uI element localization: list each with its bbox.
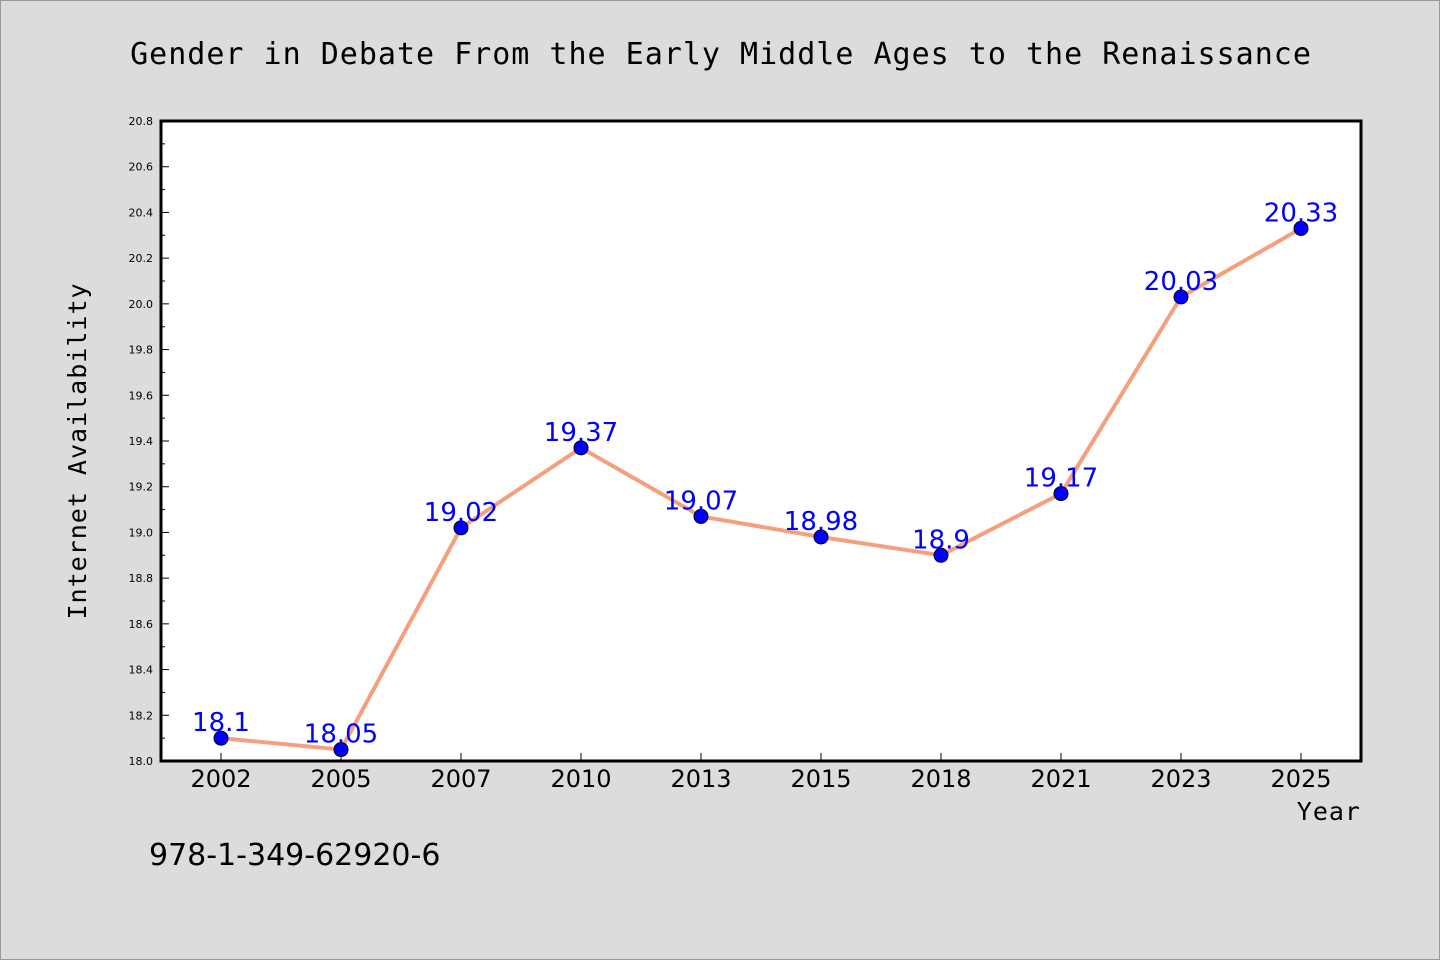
data-point xyxy=(933,547,949,563)
series-line-group xyxy=(220,226,1302,752)
y-tick-label: 19.4 xyxy=(129,435,154,448)
data-labels: 18.1 18.05 19.02 19.37 19.07 18.98 18.9 19.17 20… xyxy=(192,198,1338,749)
y-tick-label: 18.4 xyxy=(129,664,154,677)
plot-area xyxy=(159,119,1363,763)
data-point xyxy=(213,730,229,746)
isbn-text: 978-1-349-62920-6 xyxy=(149,838,440,873)
y-tick-label: 19.8 xyxy=(129,344,154,357)
y-tick-label: 19.2 xyxy=(129,481,154,494)
data-label: 18.05 xyxy=(304,720,378,750)
y-tick-label: 18.8 xyxy=(129,572,154,585)
x-tick-label: 2005 xyxy=(310,765,371,793)
y-tick-label: 20.0 xyxy=(129,298,154,311)
x-tick-label: 2023 xyxy=(1150,765,1211,793)
data-point xyxy=(693,508,709,524)
data-label: 18.9 xyxy=(912,525,970,555)
data-label: 18.1 xyxy=(192,708,250,738)
y-tick-label: 20.6 xyxy=(129,161,154,174)
y-tick-label: 18.2 xyxy=(129,709,154,722)
data-point xyxy=(453,520,469,536)
x-tick-label: 2013 xyxy=(670,765,731,793)
y-tick-label: 19.6 xyxy=(129,389,154,402)
data-point xyxy=(1053,486,1069,502)
chart-title: Gender in Debate From the Early Middle A… xyxy=(130,37,1312,72)
data-point xyxy=(1293,220,1309,236)
data-point xyxy=(333,742,349,758)
series-line xyxy=(220,226,1302,752)
x-tick-label: 2015 xyxy=(790,765,851,793)
y-tick-label: 20.8 xyxy=(129,115,154,128)
y-tick-label: 18.6 xyxy=(129,618,154,631)
y-tick-label: 20.2 xyxy=(129,252,154,265)
x-tick-label: 2010 xyxy=(550,765,611,793)
y-axis-label: Internet Availability xyxy=(63,282,92,619)
y-tick-label: 19.0 xyxy=(129,526,154,539)
data-label: 19.37 xyxy=(544,418,618,448)
x-tick-label: 2021 xyxy=(1030,765,1091,793)
data-point xyxy=(573,440,589,456)
data-label: 20.03 xyxy=(1144,267,1218,297)
x-axis: 2002 2005 2007 2010 2013 2015 2018 2021 2023 2025 xyxy=(190,753,1332,793)
data-label: 19.07 xyxy=(664,486,738,516)
data-label: 20.33 xyxy=(1264,198,1338,228)
data-label: 19.17 xyxy=(1024,464,1098,494)
data-point xyxy=(813,529,829,545)
x-tick-label: 2018 xyxy=(910,765,971,793)
data-point xyxy=(1173,289,1189,305)
data-label: 18.98 xyxy=(784,507,858,537)
y-tick-label: 18.0 xyxy=(129,755,154,768)
x-axis-label: Year xyxy=(1297,797,1361,826)
x-tick-label: 2025 xyxy=(1270,765,1331,793)
y-tick-label: 20.4 xyxy=(129,206,154,219)
data-points xyxy=(213,220,1309,758)
data-label: 19.02 xyxy=(424,498,498,528)
x-tick-label: 2002 xyxy=(190,765,251,793)
y-axis: 18.0 18.2 18.4 18.6 18.8 19.0 19.2 19.4 19.6 19.8… xyxy=(129,115,169,768)
x-tick-label: 2007 xyxy=(430,765,491,793)
